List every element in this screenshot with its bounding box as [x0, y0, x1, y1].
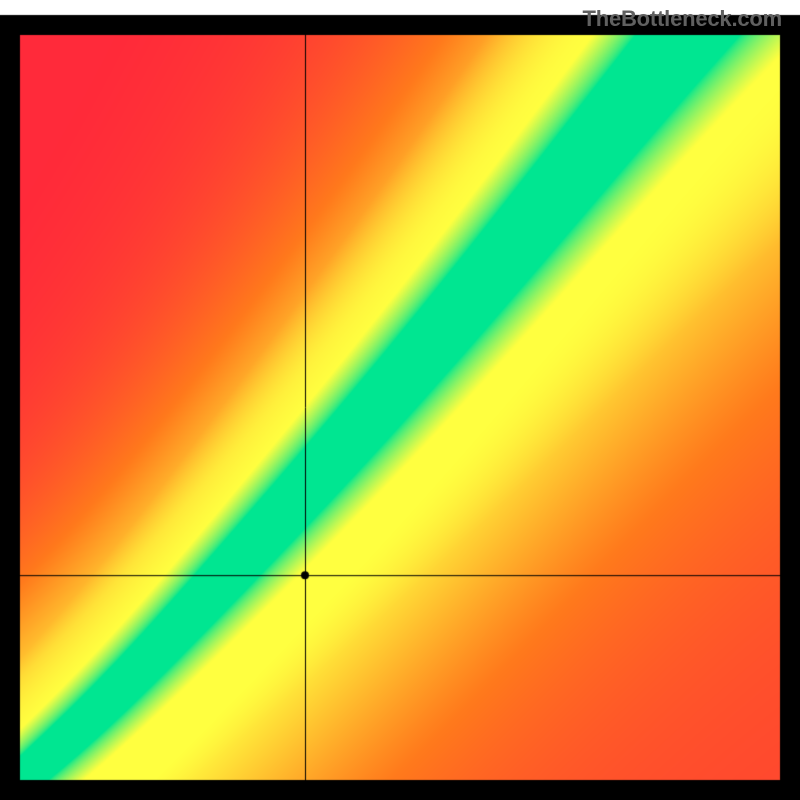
chart-container: TheBottleneck.com — [0, 0, 800, 800]
watermark-text: TheBottleneck.com — [582, 6, 782, 32]
heatmap-canvas — [0, 0, 800, 800]
